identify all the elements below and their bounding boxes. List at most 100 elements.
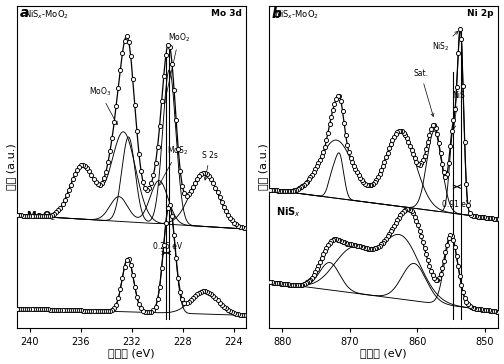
Point bbox=[436, 150, 445, 156]
Point bbox=[32, 213, 40, 219]
Text: MoS$_2$: MoS$_2$ bbox=[159, 145, 188, 185]
Point bbox=[332, 96, 340, 102]
Point bbox=[362, 182, 370, 188]
Point bbox=[21, 306, 29, 312]
Point bbox=[343, 241, 351, 246]
Point bbox=[277, 188, 285, 194]
Point bbox=[174, 275, 182, 281]
Point bbox=[28, 213, 36, 219]
Point bbox=[81, 308, 89, 313]
Point bbox=[432, 125, 440, 131]
Point bbox=[120, 264, 129, 270]
Point bbox=[65, 307, 73, 313]
Point bbox=[44, 306, 52, 312]
Point bbox=[94, 308, 102, 314]
Point bbox=[135, 301, 143, 307]
Point bbox=[174, 146, 182, 152]
Point bbox=[293, 186, 301, 192]
Point bbox=[279, 281, 287, 287]
Point bbox=[456, 273, 464, 279]
Point bbox=[214, 190, 222, 195]
Point bbox=[290, 187, 298, 193]
Point bbox=[472, 306, 480, 312]
Point bbox=[316, 259, 324, 265]
Point bbox=[25, 306, 33, 312]
Point bbox=[331, 101, 339, 107]
Point bbox=[158, 265, 166, 270]
Point bbox=[195, 290, 203, 296]
Point bbox=[393, 129, 401, 135]
Point bbox=[440, 170, 448, 175]
Point bbox=[81, 163, 89, 169]
Point bbox=[478, 307, 486, 313]
Point bbox=[79, 162, 87, 168]
Point bbox=[96, 182, 104, 187]
Point bbox=[139, 308, 147, 314]
Point bbox=[353, 243, 361, 249]
Point bbox=[411, 155, 419, 161]
Point bbox=[270, 187, 278, 193]
Point bbox=[94, 181, 102, 187]
Point bbox=[459, 289, 467, 295]
Point bbox=[372, 177, 381, 183]
Point bbox=[145, 185, 153, 191]
Point bbox=[432, 277, 440, 283]
Point bbox=[56, 205, 65, 210]
Point bbox=[222, 305, 230, 311]
Point bbox=[65, 187, 73, 193]
Point bbox=[15, 306, 23, 312]
Point bbox=[348, 159, 356, 165]
Point bbox=[300, 281, 308, 287]
Point bbox=[446, 232, 454, 238]
Point bbox=[137, 168, 145, 174]
Point bbox=[428, 272, 436, 278]
Point bbox=[220, 304, 228, 309]
Point bbox=[201, 170, 209, 175]
Text: Sat.: Sat. bbox=[413, 69, 434, 116]
Point bbox=[451, 244, 459, 250]
Point bbox=[454, 264, 462, 269]
Point bbox=[170, 87, 178, 93]
Point bbox=[19, 213, 27, 218]
Point bbox=[340, 240, 348, 245]
Point bbox=[308, 275, 316, 281]
Point bbox=[292, 282, 300, 288]
Point bbox=[462, 181, 470, 187]
Point bbox=[218, 302, 226, 308]
Point bbox=[234, 311, 242, 317]
Point bbox=[470, 305, 478, 311]
Point bbox=[406, 207, 414, 213]
Point bbox=[314, 160, 323, 166]
Point bbox=[17, 213, 25, 218]
Point bbox=[224, 212, 232, 218]
Point bbox=[453, 253, 461, 259]
Point bbox=[438, 265, 446, 271]
Point bbox=[112, 302, 120, 308]
Point bbox=[350, 242, 358, 248]
Point bbox=[392, 131, 400, 137]
Point bbox=[211, 185, 219, 190]
Point bbox=[172, 255, 180, 261]
Point bbox=[222, 208, 230, 214]
Point bbox=[306, 277, 314, 282]
Point bbox=[133, 128, 141, 134]
Point bbox=[199, 170, 207, 175]
Point bbox=[480, 307, 488, 313]
Point bbox=[456, 26, 464, 32]
Point bbox=[298, 282, 306, 288]
Point bbox=[295, 186, 303, 191]
Point bbox=[305, 278, 313, 284]
Point bbox=[445, 160, 453, 166]
Point bbox=[450, 237, 458, 242]
Point bbox=[412, 218, 420, 223]
Point bbox=[87, 173, 95, 178]
Point bbox=[329, 237, 337, 243]
X-axis label: 结合能 (eV): 结合能 (eV) bbox=[108, 348, 155, 359]
Point bbox=[474, 214, 482, 219]
Point bbox=[36, 306, 44, 312]
Point bbox=[451, 106, 459, 112]
Point bbox=[162, 52, 170, 58]
Point bbox=[388, 137, 396, 143]
Point bbox=[436, 271, 445, 277]
Point bbox=[141, 309, 149, 315]
